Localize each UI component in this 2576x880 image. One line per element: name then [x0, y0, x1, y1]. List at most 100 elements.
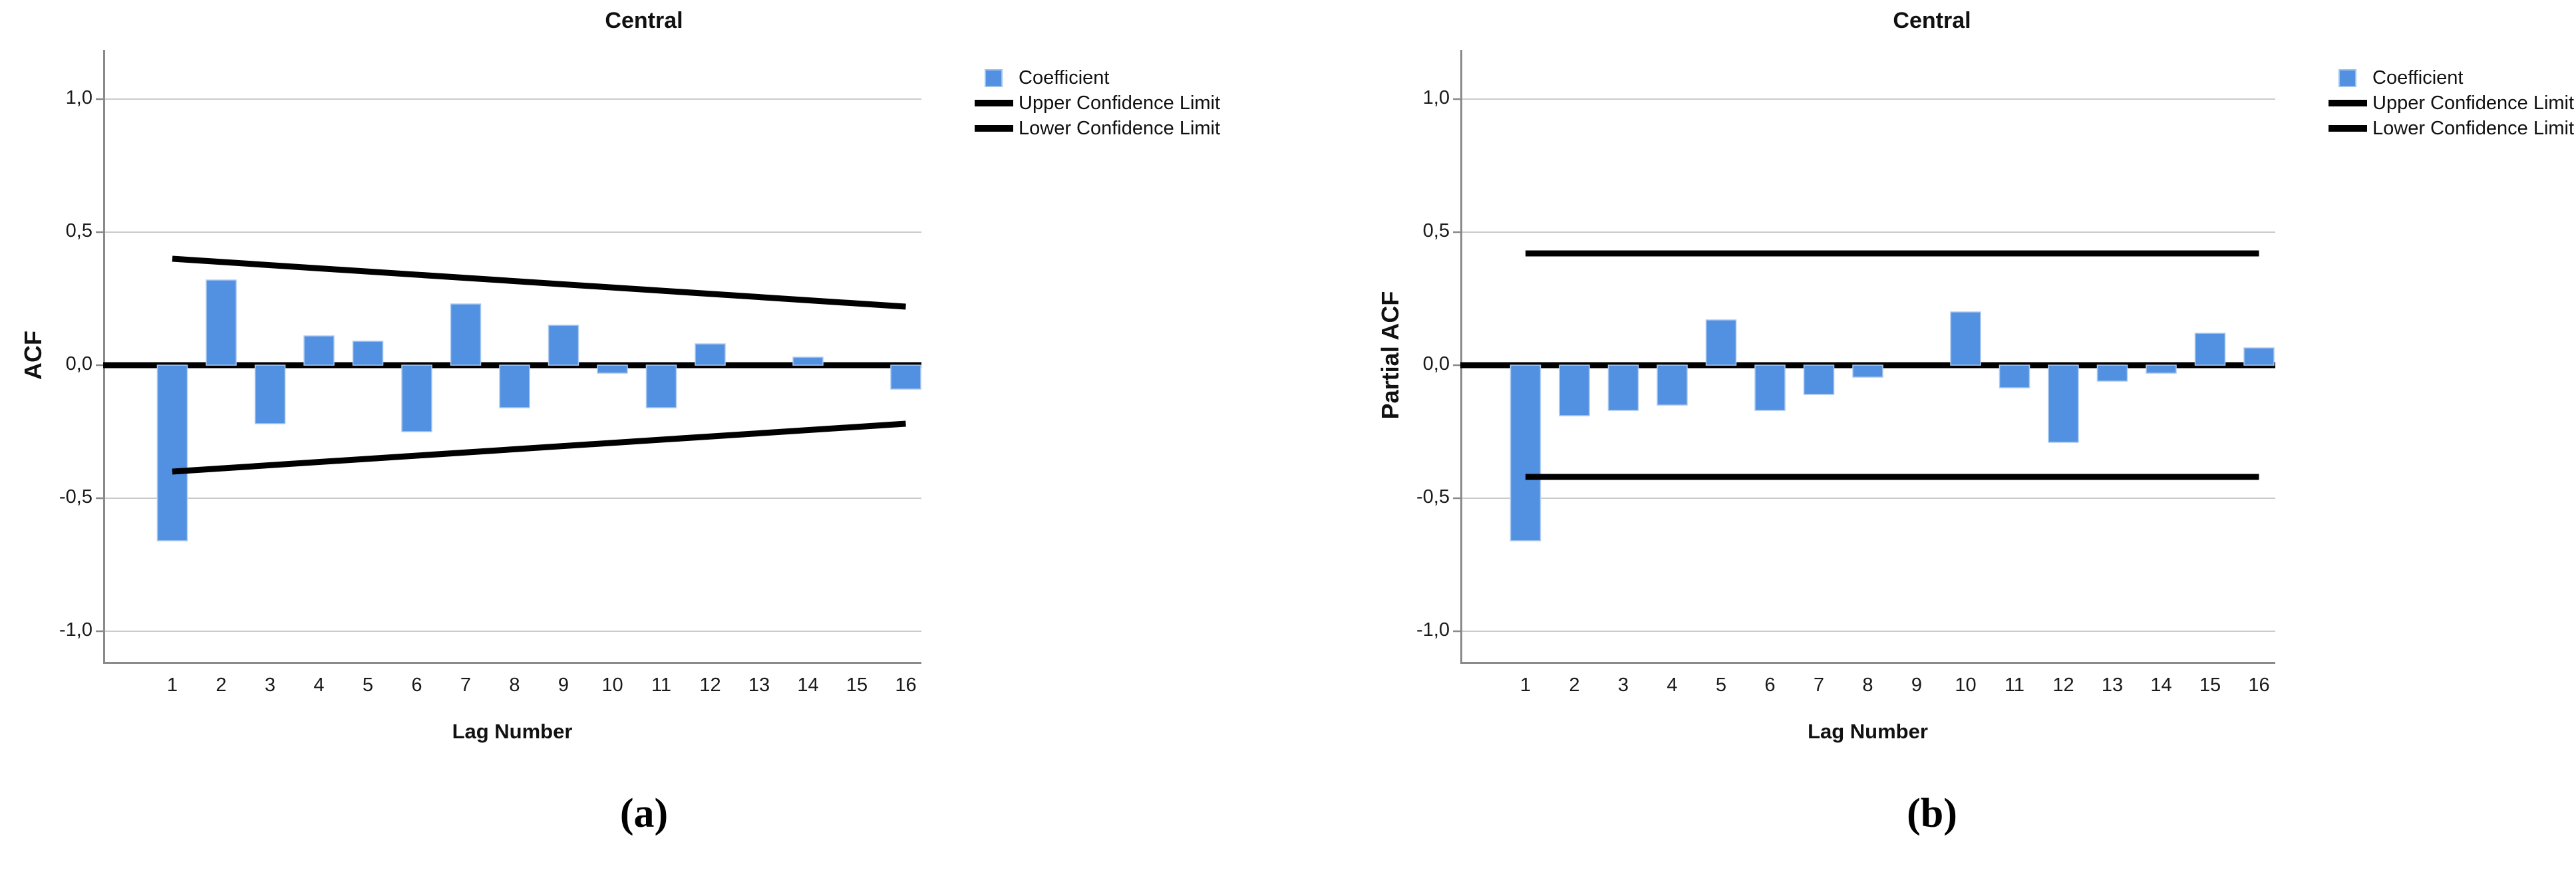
- confidence-limit-line-icon: [975, 125, 1013, 132]
- x-tick-label: 13: [748, 674, 770, 696]
- x-tick-label: 13: [2101, 674, 2124, 696]
- chart-title: Central: [1893, 8, 1971, 33]
- coefficient-bar-lag-12: [695, 343, 726, 366]
- y-tick-label: -1,0: [1416, 619, 1450, 641]
- x-tick-label: 10: [601, 674, 623, 696]
- x-tick-label: 15: [846, 674, 868, 696]
- coefficient-bar-lag-4: [1657, 365, 1688, 406]
- x-tick-label: 12: [2052, 674, 2074, 696]
- x-tick-label: 4: [313, 674, 325, 696]
- coefficient-bar-lag-2: [206, 279, 237, 366]
- coefficient-swatch-icon: [985, 69, 1003, 87]
- legend: Coefficient Upper Confidence Limit Lower C…: [975, 65, 1220, 141]
- legend-item: Upper Confidence Limit: [975, 90, 1220, 116]
- x-tick-label: 3: [264, 674, 276, 696]
- x-tick-label: 15: [2199, 674, 2221, 696]
- coefficient-bar-lag-9: [548, 325, 579, 366]
- legend-label: Lower Confidence Limit: [1019, 117, 1221, 139]
- x-tick-label: 12: [699, 674, 721, 696]
- x-tick-label: 5: [362, 674, 374, 696]
- x-tick-label: 11: [651, 674, 672, 696]
- legend-label: Lower Confidence Limit: [2372, 117, 2575, 139]
- x-tick-label: 16: [895, 674, 917, 696]
- legend-item: Coefficient: [975, 65, 1220, 90]
- x-tick-label: 6: [411, 674, 422, 696]
- legend-item: Lower Confidence Limit: [2329, 116, 2574, 141]
- x-tick-label: 8: [509, 674, 520, 696]
- x-tick-label: 1: [1520, 674, 1531, 696]
- upper-confidence-limit-line: [172, 255, 906, 310]
- y-tick-label: -0,5: [1416, 486, 1450, 508]
- coefficient-bar-lag-15: [2194, 333, 2226, 366]
- y-tick-label: 0,5: [65, 220, 92, 241]
- x-tick-label: 7: [460, 674, 472, 696]
- x-tick-label: 5: [1715, 674, 1727, 696]
- x-tick-label: 9: [1911, 674, 1923, 696]
- y-tick-label: 1,0: [1422, 87, 1450, 108]
- coefficient-bar-lag-6: [1754, 365, 1786, 411]
- coefficient-bar-lag-16: [890, 365, 921, 390]
- acf-chart-panel: Central ACF 1 2 3 4 5 6 7 8 9 10 11 12 13 14 15 16 1,0 0…: [19, 8, 1220, 836]
- x-tick-label: 2: [1569, 674, 1580, 696]
- y-tick-label: 0,0: [65, 353, 92, 374]
- coefficient-bar-lag-8: [499, 365, 530, 408]
- confidence-limit-line-icon: [975, 100, 1013, 106]
- coefficient-bar-lag-11: [645, 365, 677, 408]
- coefficient-bar-lag-8: [1852, 365, 1883, 378]
- x-tick-label: 2: [216, 674, 227, 696]
- x-tick-label: 11: [2004, 674, 2025, 696]
- coefficient-bar-lag-7: [450, 303, 482, 366]
- legend-item: Lower Confidence Limit: [975, 116, 1220, 141]
- legend-item: Upper Confidence Limit: [2329, 90, 2574, 116]
- x-axis-title: Lag Number: [452, 720, 573, 743]
- coefficient-bar-lag-10: [1950, 311, 1981, 366]
- x-axis-title: Lag Number: [1808, 720, 1928, 743]
- coefficient-bar-lag-2: [1559, 365, 1590, 416]
- panel-caption-a: (a): [619, 791, 669, 836]
- coefficient-bar-lag-14: [792, 357, 824, 366]
- legend-label: Upper Confidence Limit: [2372, 92, 2575, 114]
- acf-plot-area: [96, 50, 921, 664]
- coefficient-bar-lag-4: [303, 335, 335, 366]
- coefficient-bar-lag-3: [254, 365, 286, 424]
- pacf-plot-area: [1453, 50, 2275, 664]
- confidence-limit-line-icon: [2329, 100, 2367, 106]
- legend-label: Upper Confidence Limit: [1019, 92, 1221, 114]
- confidence-limit-line-icon: [2329, 125, 2367, 132]
- coefficient-swatch-icon: [2338, 69, 2356, 87]
- coefficient-bar-lag-16: [2243, 347, 2275, 366]
- coefficient-bar-lag-1: [1510, 365, 1541, 541]
- x-tick-label: 16: [2248, 674, 2270, 696]
- x-tick-label: 4: [1667, 674, 1678, 696]
- coefficient-bar-lag-3: [1607, 365, 1639, 411]
- coefficient-bar-lag-6: [401, 365, 432, 432]
- x-tick-label: 1: [166, 674, 178, 696]
- legend-label: Coefficient: [2372, 67, 2464, 88]
- coefficient-bar-lag-7: [1803, 365, 1835, 395]
- coefficient-bar-lag-1: [156, 365, 188, 541]
- x-tick-label: 14: [2150, 674, 2172, 696]
- legend: Coefficient Upper Confidence Limit Lower C…: [2329, 65, 2574, 141]
- y-tick-label: -0,5: [59, 486, 92, 508]
- x-tick-label: 8: [1862, 674, 1873, 696]
- y-tick-label: -1,0: [59, 619, 92, 641]
- coefficient-bar-lag-12: [2048, 365, 2079, 443]
- y-tick-label: 0,5: [1422, 220, 1450, 241]
- x-tick-label: 7: [1813, 674, 1825, 696]
- coefficient-bar-lag-13: [2096, 365, 2128, 382]
- x-tick-label: 3: [1617, 674, 1629, 696]
- coefficient-bar-lag-10: [597, 365, 628, 374]
- x-tick-label: 6: [1764, 674, 1776, 696]
- lower-confidence-limit-line: [172, 420, 906, 475]
- x-tick-label: 10: [1955, 674, 1977, 696]
- chart-title: Central: [605, 8, 683, 33]
- legend-label: Coefficient: [1019, 67, 1110, 88]
- coefficient-bar-lag-14: [2146, 365, 2177, 374]
- coefficient-bar-lag-5: [1705, 319, 1737, 366]
- panel-caption-b: (b): [1907, 791, 1957, 836]
- x-tick-label: 14: [797, 674, 819, 696]
- x-tick-label: 9: [558, 674, 569, 696]
- coefficient-bar-lag-5: [352, 341, 384, 366]
- coefficient-bar-lag-11: [1999, 365, 2030, 388]
